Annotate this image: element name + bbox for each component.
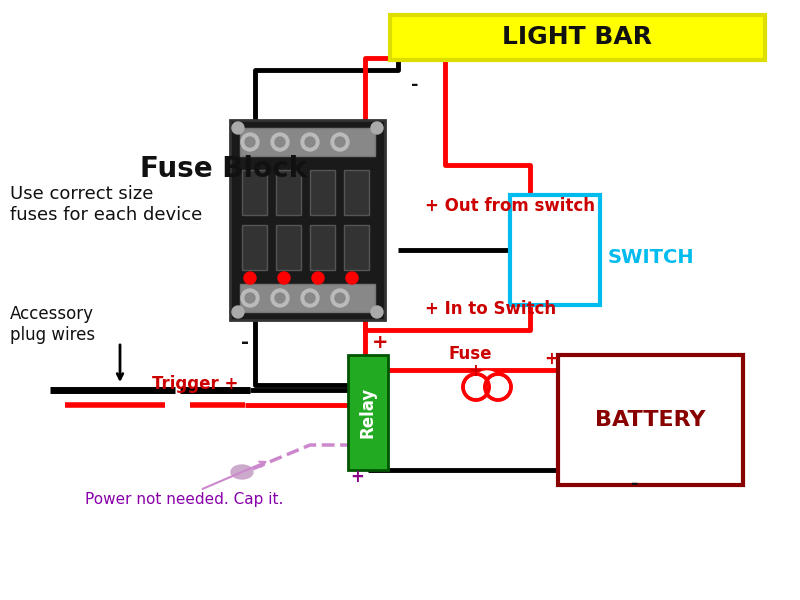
Circle shape (245, 293, 255, 303)
Text: LIGHT BAR: LIGHT BAR (502, 25, 653, 49)
Text: + Out from switch: + Out from switch (425, 197, 595, 215)
FancyBboxPatch shape (240, 284, 375, 312)
Circle shape (241, 133, 259, 151)
Circle shape (335, 293, 345, 303)
Circle shape (305, 293, 315, 303)
Circle shape (312, 272, 324, 284)
Circle shape (346, 272, 358, 284)
Circle shape (245, 137, 255, 147)
Circle shape (232, 122, 244, 134)
Circle shape (371, 306, 383, 318)
FancyBboxPatch shape (242, 170, 267, 215)
Text: Fuse: Fuse (448, 345, 492, 363)
Circle shape (244, 272, 256, 284)
Text: Use correct size
fuses for each device: Use correct size fuses for each device (10, 185, 202, 224)
Circle shape (331, 289, 349, 307)
FancyBboxPatch shape (348, 355, 388, 470)
Circle shape (331, 133, 349, 151)
FancyBboxPatch shape (390, 15, 765, 60)
Text: +: + (544, 350, 558, 368)
Circle shape (305, 137, 315, 147)
FancyBboxPatch shape (242, 225, 267, 270)
Text: Relay: Relay (359, 387, 377, 438)
Text: +: + (468, 362, 482, 380)
Text: +: + (372, 333, 388, 352)
FancyBboxPatch shape (276, 225, 301, 270)
Text: BATTERY: BATTERY (595, 410, 706, 430)
Circle shape (275, 137, 285, 147)
Circle shape (278, 272, 290, 284)
Text: Fuse Block: Fuse Block (140, 155, 307, 183)
Circle shape (301, 133, 319, 151)
Circle shape (275, 293, 285, 303)
Text: -: - (631, 475, 638, 493)
Text: Power not needed. Cap it.: Power not needed. Cap it. (85, 492, 283, 507)
Text: + In to Switch: + In to Switch (425, 300, 556, 318)
Circle shape (371, 122, 383, 134)
FancyBboxPatch shape (344, 170, 369, 215)
Circle shape (271, 289, 289, 307)
FancyBboxPatch shape (230, 120, 385, 320)
Circle shape (232, 306, 244, 318)
Circle shape (335, 137, 345, 147)
Text: -: - (241, 333, 249, 352)
Circle shape (471, 371, 503, 403)
Ellipse shape (231, 465, 253, 479)
Text: Trigger +: Trigger + (152, 375, 238, 393)
Text: +: + (350, 468, 364, 486)
FancyBboxPatch shape (558, 355, 743, 485)
FancyBboxPatch shape (310, 225, 335, 270)
FancyBboxPatch shape (276, 170, 301, 215)
Circle shape (241, 289, 259, 307)
Circle shape (301, 289, 319, 307)
Text: -: - (411, 76, 418, 94)
FancyBboxPatch shape (310, 170, 335, 215)
FancyBboxPatch shape (344, 225, 369, 270)
Circle shape (271, 133, 289, 151)
Text: SWITCH: SWITCH (608, 248, 694, 267)
FancyBboxPatch shape (510, 195, 600, 305)
Text: Accessory
plug wires: Accessory plug wires (10, 305, 95, 344)
FancyBboxPatch shape (240, 128, 375, 156)
